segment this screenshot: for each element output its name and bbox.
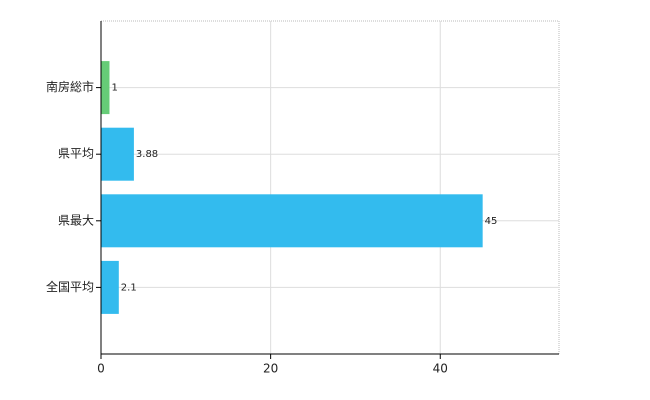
bar	[101, 61, 110, 115]
y-tick-label: 県最大	[58, 213, 94, 227]
x-tick-label: 40	[433, 362, 448, 376]
x-tick-label: 20	[263, 362, 278, 376]
x-tick-label: 0	[97, 362, 105, 376]
bar	[101, 260, 119, 314]
value-label: 3.88	[136, 149, 158, 160]
value-label: 1	[111, 83, 117, 94]
bar	[101, 127, 134, 181]
y-tick-label: 県平均	[58, 147, 94, 161]
value-label: 45	[485, 216, 498, 227]
value-label: 2.1	[121, 282, 137, 293]
y-tick-label: 全国平均	[46, 279, 94, 294]
bar	[101, 194, 483, 248]
y-tick-label: 南房総市	[46, 79, 94, 94]
